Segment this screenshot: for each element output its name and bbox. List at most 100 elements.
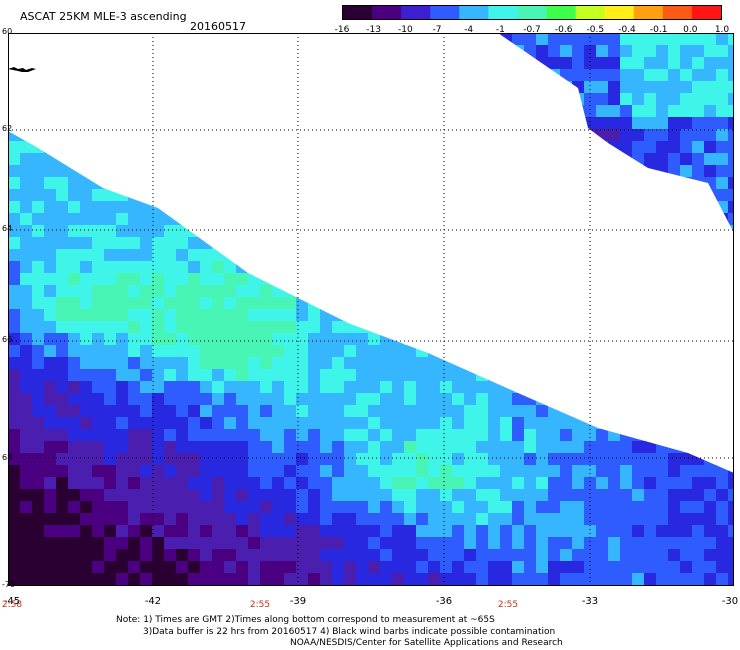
swath-cell <box>152 33 165 46</box>
swath-cell <box>656 117 669 130</box>
swath-cell <box>524 189 537 202</box>
swath-cell <box>44 93 57 106</box>
swath-cell <box>200 93 213 106</box>
swath-cell <box>452 525 465 538</box>
swath-cell <box>632 333 645 346</box>
swath-cell <box>128 57 141 70</box>
swath-cell <box>428 441 441 454</box>
swath-cell <box>632 417 645 430</box>
swath-cell <box>224 369 237 382</box>
swath-cell <box>524 465 537 478</box>
swath-cell <box>560 381 573 394</box>
swath-cell <box>524 45 537 58</box>
swath-cell <box>536 237 549 250</box>
swath-cell <box>176 477 189 490</box>
swath-cell <box>224 285 237 298</box>
swath-cell <box>716 129 729 142</box>
swath-cell <box>416 429 429 442</box>
swath-cell <box>164 141 177 154</box>
swath-cell <box>80 249 93 262</box>
swath-cell <box>464 453 477 466</box>
swath-cell <box>524 117 537 130</box>
swath-cell <box>128 117 141 130</box>
swath-cell <box>428 333 441 346</box>
swath-cell <box>272 381 285 394</box>
swath-cell <box>20 333 33 346</box>
swath-cell <box>572 333 585 346</box>
swath-cell <box>596 573 609 586</box>
swath-cell <box>380 33 393 46</box>
swath-cell <box>632 165 645 178</box>
swath-cell <box>44 429 57 442</box>
swath-cell <box>248 501 261 514</box>
swath-cell <box>236 393 249 406</box>
swath-cell <box>164 573 177 586</box>
swath-cell <box>500 165 513 178</box>
swath-cell <box>596 465 609 478</box>
swath-cell <box>464 213 477 226</box>
swath-cell <box>344 501 357 514</box>
swath-cell <box>44 237 57 250</box>
swath-cell <box>68 249 81 262</box>
swath-cell <box>20 117 33 130</box>
swath-cell <box>656 273 669 286</box>
swath-cell <box>308 369 321 382</box>
swath-cell <box>596 285 609 298</box>
swath-cell <box>704 117 717 130</box>
swath-cell <box>644 441 657 454</box>
swath-cell <box>104 45 117 58</box>
swath-cell <box>728 177 734 190</box>
swath-cell <box>704 237 717 250</box>
swath-cell <box>56 153 69 166</box>
swath-cell <box>188 345 201 358</box>
swath-cell <box>188 141 201 154</box>
colorbar <box>342 5 722 20</box>
swath-cell <box>500 369 513 382</box>
swath-cell <box>440 573 453 586</box>
swath-cell <box>332 237 345 250</box>
swath-cell <box>392 141 405 154</box>
swath-cell <box>320 33 333 46</box>
swath-cell <box>332 369 345 382</box>
swath-cell <box>284 537 297 550</box>
swath-cell <box>512 261 525 274</box>
swath-cell <box>692 561 705 574</box>
swath-cell <box>188 381 201 394</box>
swath-cell <box>536 131 549 142</box>
swath-cell <box>20 309 33 322</box>
swath-cell <box>548 93 561 106</box>
swath-cell <box>440 321 453 334</box>
swath-cell <box>716 441 729 454</box>
swath-cell <box>80 153 93 166</box>
swath-cell <box>404 249 417 262</box>
swath-cell <box>8 93 21 106</box>
swath-cell <box>704 285 717 298</box>
swath-cell <box>572 261 585 274</box>
swath-cell <box>380 69 393 82</box>
swath-cell <box>128 261 141 274</box>
swath-cell <box>728 189 734 202</box>
colorbar-segment <box>575 6 606 19</box>
swath-cell <box>596 93 609 106</box>
swath-cell <box>92 153 105 166</box>
swath-cell <box>8 237 21 250</box>
swath-cell <box>644 129 657 142</box>
swath-cell <box>8 525 21 538</box>
swath-cell <box>380 513 393 526</box>
swath-cell <box>80 489 93 502</box>
swath-cell <box>632 33 645 46</box>
swath-cell <box>452 285 465 298</box>
swath-cell <box>632 201 645 214</box>
swath-cell <box>200 57 213 70</box>
swath-cell <box>668 177 681 190</box>
swath-cell <box>116 405 129 418</box>
swath-cell <box>560 357 573 370</box>
swath-cell <box>680 381 693 394</box>
swath-cell <box>536 237 549 250</box>
swath-cell <box>392 69 405 82</box>
swath-cell <box>164 369 177 382</box>
swath-cell <box>620 477 633 490</box>
swath-cell <box>428 501 441 514</box>
swath-cell <box>344 165 357 178</box>
colorbar-segment <box>401 6 431 19</box>
